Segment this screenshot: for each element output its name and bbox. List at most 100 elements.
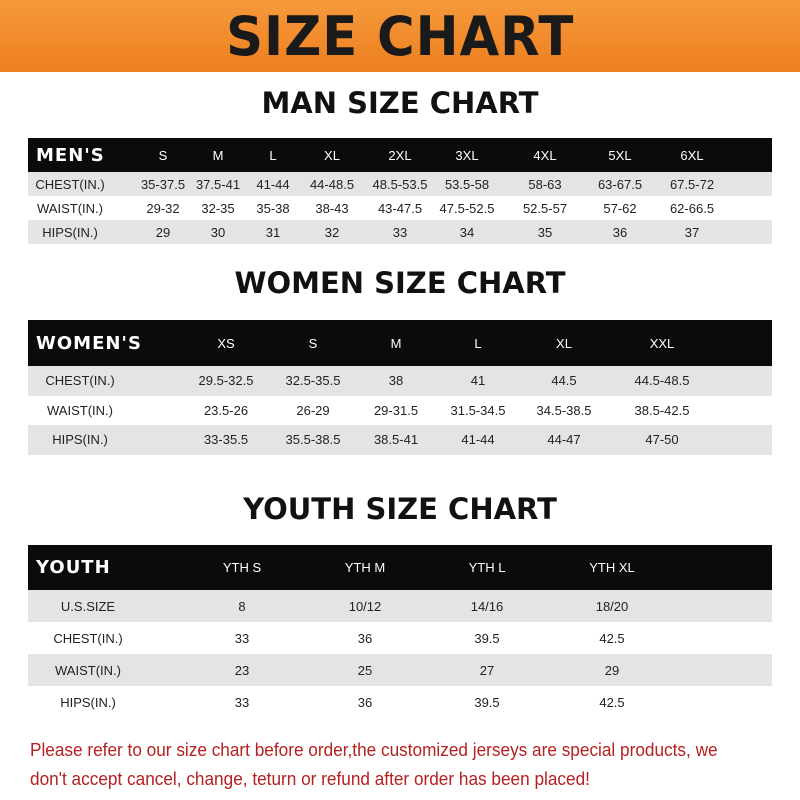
measurement-cell: 34.5-38.5 [536,402,592,418]
women-size-table: WOMEN'S XS S M L XL XXL CHEST(IN.) 29.5-32.5 32.5… [28,320,772,455]
measurement-cell: 35-38 [256,200,290,216]
measurement-cell: 44-48.5 [309,176,355,192]
measurement-cell: 47-50 [645,432,679,448]
measurement-cell: 35-37.5 [140,176,186,192]
size-header-xl: XL [556,335,572,351]
measurement-cell: 37.5-41 [195,176,241,192]
measurement-cell: 32.5-35.5 [285,373,341,389]
size-header-m: M [212,147,224,163]
women-header-label: WOMEN'S [36,332,142,354]
table-row: HIPS(IN.) 33-35.5 35.5-38.5 38.5-41 41-44 44-… [28,425,772,455]
size-header-yth-l: YTH L [468,560,506,575]
measurement-cell: 23 [234,662,250,678]
measurement-cell: 33 [234,630,250,646]
measurement-cell: 36 [357,694,373,710]
measurement-cell: 63-67.5 [597,176,643,192]
row-label: WAIST(IN.) [37,200,103,216]
measurement-cell: 29 [604,662,620,678]
measurement-cell: 29.5-32.5 [198,373,254,389]
table-row: WAIST(IN.) 23.5-26 26-29 29-31.5 31.5-34.5 34… [28,395,772,425]
size-header-m: M [390,335,402,351]
measurement-cell: 33-35.5 [203,432,249,448]
measurement-cell: 41-44 [256,176,290,192]
row-label: HIPS(IN.) [60,694,116,710]
table-row: HIPS(IN.) 29 30 31 32 33 34 35 36 37 [28,220,772,244]
measurement-cell: 52.5-57 [522,200,568,216]
row-label: CHEST(IN.) [35,176,105,192]
measurement-cell: 18/20 [595,598,629,614]
size-header-s: S [308,335,318,351]
measurement-cell: 38.5-41 [373,432,419,448]
table-row: HIPS(IN.) 33 36 39.5 42.5 [28,686,772,718]
measurement-cell: 29-32 [146,200,180,216]
measurement-cell: 39.5 [474,630,500,646]
size-header-xs: XS [217,335,235,351]
measurement-cell: 33 [392,224,408,240]
measurement-cell: 57-62 [603,200,637,216]
measurement-cell: 14/16 [470,598,504,614]
size-header-2xl: 2XL [388,147,412,163]
size-header-5xl: 5XL [608,147,632,163]
youth-header-label: YOUTH [36,557,111,578]
measurement-cell: 39.5 [474,694,500,710]
youth-size-table: YOUTH YTH S YTH M YTH L YTH XL U.S.SIZE 8 10/12… [28,545,772,718]
youth-header-row: YOUTH YTH S YTH M YTH L YTH XL [28,545,772,590]
measurement-cell: 38-43 [315,200,349,216]
row-label: HIPS(IN.) [42,224,98,240]
measurement-cell: 34 [459,224,475,240]
measurement-cell: 38.5-42.5 [634,402,690,418]
measurement-cell: 41-44 [461,432,495,448]
size-header-xl: XL [324,147,340,163]
measurement-cell: 29-31.5 [373,402,419,418]
size-header-l: L [269,147,277,163]
measurement-cell: 10/12 [348,598,382,614]
measurement-cell: 35.5-38.5 [285,432,341,448]
men-header-row: MEN'S S M L XL 2XL 3XL 4XL 5XL 6XL [28,138,772,172]
size-header-xxl: XXL [649,335,675,351]
size-header-3xl: 3XL [455,147,479,163]
measurement-cell: 35 [537,224,553,240]
measurement-cell: 43-47.5 [377,200,423,216]
measurement-cell: 37 [684,224,700,240]
table-row: CHEST(IN.) 29.5-32.5 32.5-35.5 38 41 44.5 44.5… [28,366,772,396]
measurement-cell: 44.5-48.5 [634,373,690,389]
women-header-row: WOMEN'S XS S M L XL XXL [28,320,772,366]
men-section-title: MAN SIZE CHART [261,86,539,120]
measurement-cell: 44.5 [551,373,577,389]
size-header-yth-s: YTH S [222,560,262,575]
measurement-cell: 44-47 [547,432,581,448]
measurement-cell: 32-35 [201,200,235,216]
measurement-cell: 31.5-34.5 [450,402,506,418]
size-header-4xl: 4XL [533,147,557,163]
measurement-cell: 36 [612,224,628,240]
row-label: CHEST(IN.) [45,373,115,389]
measurement-cell: 38 [388,373,404,389]
size-chart-banner: SIZE CHART [0,0,800,72]
row-label: WAIST(IN.) [47,402,113,418]
size-header-yth-m: YTH M [344,560,386,575]
measurement-cell: 8 [238,598,246,614]
measurement-cell: 33 [234,694,250,710]
measurement-cell: 48.5-53.5 [372,176,428,192]
measurement-cell: 31 [265,224,281,240]
size-header-l: L [474,335,482,351]
size-header-6xl: 6XL [680,147,704,163]
measurement-cell: 25 [357,662,373,678]
measurement-cell: 53.5-58 [444,176,490,192]
measurement-cell: 36 [357,630,373,646]
size-header-yth-xl: YTH XL [589,560,635,575]
table-row: WAIST(IN.) 23 25 27 29 [28,654,772,686]
row-label: WAIST(IN.) [55,662,121,678]
measurement-cell: 26-29 [296,402,330,418]
table-row: WAIST(IN.) 29-32 32-35 35-38 38-43 43-47.5 47.… [28,196,772,220]
banner-title: SIZE CHART [225,4,575,68]
table-row: CHEST(IN.) 35-37.5 37.5-41 41-44 44-48.5 48.5… [28,172,772,196]
table-row: U.S.SIZE 8 10/12 14/16 18/20 [28,590,772,622]
measurement-cell: 42.5 [599,694,625,710]
measurement-cell: 42.5 [599,630,625,646]
order-notice: Please refer to our size chart before or… [30,739,718,789]
measurement-cell: 47.5-52.5 [439,200,495,216]
measurement-cell: 58-63 [528,176,562,192]
size-header-s: S [158,147,168,163]
measurement-cell: 41 [470,373,486,389]
